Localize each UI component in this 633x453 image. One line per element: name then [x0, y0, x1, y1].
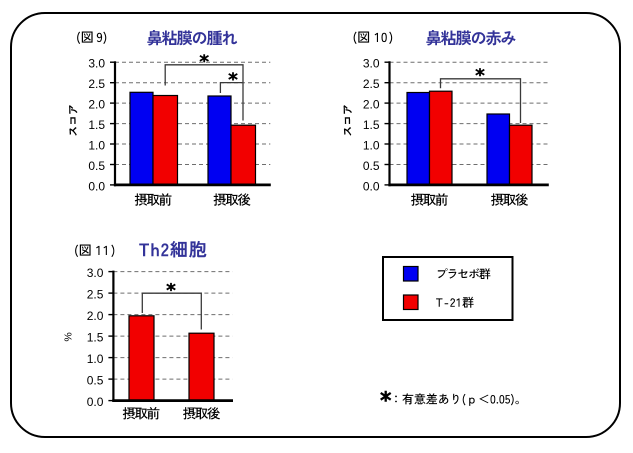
svg-text:0.0: 0.0 [88, 179, 105, 193]
svg-text:2.0: 2.0 [88, 98, 105, 112]
svg-text:1.5: 1.5 [363, 118, 380, 132]
svg-text:1.0: 1.0 [88, 139, 105, 153]
svg-text:0.5: 0.5 [88, 159, 105, 173]
svg-text:2.5: 2.5 [87, 288, 104, 302]
svg-text:0.0: 0.0 [363, 179, 380, 193]
svg-text:3.0: 3.0 [88, 57, 105, 71]
svg-text:1.0: 1.0 [87, 352, 104, 366]
svg-text:2.5: 2.5 [88, 77, 105, 91]
svg-text:1.5: 1.5 [88, 118, 105, 132]
svg-text:%: % [63, 332, 75, 341]
svg-text:0.5: 0.5 [87, 374, 104, 388]
svg-text:1.0: 1.0 [363, 139, 380, 153]
svg-text:3.0: 3.0 [363, 57, 380, 71]
svg-text:2.5: 2.5 [363, 77, 380, 91]
svg-text:1.5: 1.5 [87, 331, 104, 345]
svg-text:3.0: 3.0 [87, 266, 104, 280]
svg-text:0.0: 0.0 [87, 395, 104, 409]
svg-text:2.0: 2.0 [363, 98, 380, 112]
svg-text:0.5: 0.5 [363, 159, 380, 173]
svg-text:2.0: 2.0 [87, 309, 104, 323]
